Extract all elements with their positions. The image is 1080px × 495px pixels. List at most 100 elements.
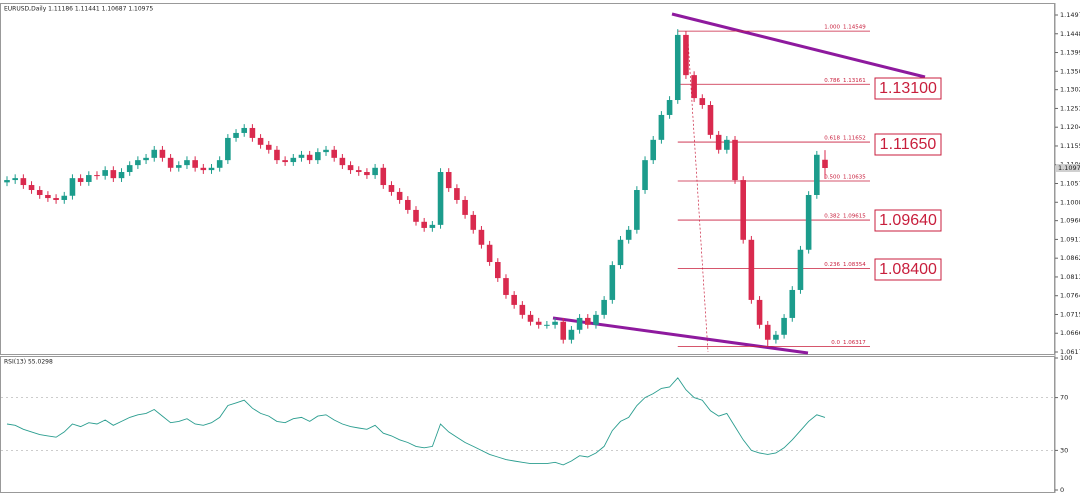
y-tick-label: 1.08620 [1060, 254, 1080, 262]
main-panel-frame [0, 3, 1055, 355]
candle-body [4, 180, 10, 183]
candle-body [12, 178, 18, 181]
fib-price: 1.13161 [843, 78, 866, 84]
candle-body [503, 278, 509, 295]
candle-body [257, 137, 264, 145]
fib-ratio: 0.500 [824, 175, 840, 181]
candle-body [454, 188, 460, 200]
current-price-label: 1.10975 [1058, 164, 1080, 172]
rsi-tick-label: 30 [1060, 446, 1068, 454]
candle-body [707, 104, 714, 135]
candle-body [192, 160, 198, 168]
candle-body [715, 134, 722, 150]
candle-body [478, 229, 485, 245]
candle-body [486, 244, 493, 263]
y-tick-label: 1.12530 [1060, 104, 1080, 112]
candle-body [519, 304, 526, 315]
y-tick-label: 1.10080 [1060, 198, 1080, 206]
candle-body [20, 178, 27, 186]
candle-body [405, 199, 411, 210]
candle-body [135, 160, 141, 166]
y-tick-label: 1.06660 [1060, 329, 1080, 337]
candle-body [184, 160, 190, 166]
candle-body [674, 34, 681, 101]
fib-ratio: 0.0 [831, 340, 840, 346]
fib-ratio: 0.786 [824, 78, 840, 84]
candle-body [274, 149, 280, 161]
candle-body [748, 239, 755, 300]
candle-body [388, 185, 395, 192]
y-tick-label: 1.09110 [1060, 235, 1080, 243]
fib-ratio: 0.382 [824, 214, 840, 220]
candle-body [323, 149, 329, 153]
fib-price: 1.08354 [843, 262, 866, 268]
candle-body [126, 165, 133, 173]
y-tick-label: 1.09600 [1060, 217, 1080, 225]
annotation: 1.13100 [874, 77, 942, 100]
candle-body [470, 214, 477, 230]
y-tick-label: 1.07150 [1060, 310, 1080, 318]
candle-body [61, 195, 68, 200]
fib-ratio: 1.000 [824, 25, 840, 31]
candle-body [372, 167, 378, 176]
candle-body [732, 139, 738, 181]
candle-body [306, 154, 313, 161]
fib-trend-line [687, 39, 709, 353]
candle-body [822, 159, 828, 168]
candle-body [560, 321, 567, 340]
candle-body [609, 265, 616, 300]
candle-body [740, 180, 746, 240]
annotation-box [874, 209, 942, 232]
candle-body [249, 127, 256, 138]
candle-body [110, 170, 117, 179]
candle-body [167, 157, 174, 168]
candle-body [265, 144, 272, 150]
candle-body [233, 132, 239, 138]
candle-body [691, 75, 697, 99]
candle-body [298, 154, 305, 158]
y-tick-label: 1.06170 [1060, 348, 1080, 356]
candle-body [773, 334, 779, 340]
candle-body [151, 149, 158, 158]
candle-body [699, 98, 706, 105]
annotation-text: 1.08400 [879, 261, 937, 278]
annotation-box [874, 133, 942, 156]
candle-body [797, 249, 804, 290]
candle-body [45, 194, 51, 199]
candle-body [355, 170, 362, 173]
candle-body [593, 314, 599, 325]
annotation-text: 1.13100 [879, 80, 937, 97]
annotation-box [874, 77, 942, 100]
candle-body [77, 178, 84, 182]
candle-body [175, 165, 182, 168]
annotation-text: 1.11650 [880, 136, 937, 153]
candle-body [86, 175, 92, 182]
rsi-line [6, 377, 826, 466]
candle-body [118, 172, 125, 179]
candle-body [495, 262, 501, 279]
candle-body [339, 157, 346, 166]
candle-body [527, 314, 534, 322]
candle-body [650, 139, 657, 161]
candle-body [576, 317, 583, 330]
y-tick-label: 1.12040 [1060, 123, 1080, 131]
candle-body [568, 329, 575, 340]
rsi-tick-label: 0 [1060, 486, 1064, 494]
candle-body [617, 239, 624, 266]
candle-body [208, 167, 215, 171]
candle-body [347, 165, 354, 171]
candle-body [544, 324, 550, 326]
candle-body [241, 127, 248, 133]
y-tick-label: 1.14970 [1060, 11, 1080, 19]
candle-body [805, 194, 812, 250]
fib-ratio: 0.618 [824, 136, 840, 142]
candle-body [102, 170, 108, 176]
y-tick-label: 1.13500 [1060, 67, 1080, 75]
candle-body [437, 172, 444, 225]
y-tick-label: 1.13990 [1060, 49, 1080, 57]
fib-price: 1.11652 [843, 136, 866, 142]
rsi-title: RSI(13) 55.0298 [4, 359, 53, 366]
candle-body [69, 178, 76, 196]
fib-price: 1.09615 [843, 214, 866, 220]
